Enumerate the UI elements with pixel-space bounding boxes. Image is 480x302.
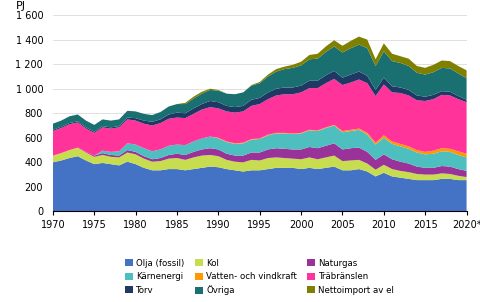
Text: PJ: PJ <box>16 1 25 11</box>
Legend: Olja (fossil), Kärnenergi, Torv, Kol, Vatten- och vindkraft, Övriga, Naturgas, T: Olja (fossil), Kärnenergi, Torv, Kol, Va… <box>125 259 394 295</box>
